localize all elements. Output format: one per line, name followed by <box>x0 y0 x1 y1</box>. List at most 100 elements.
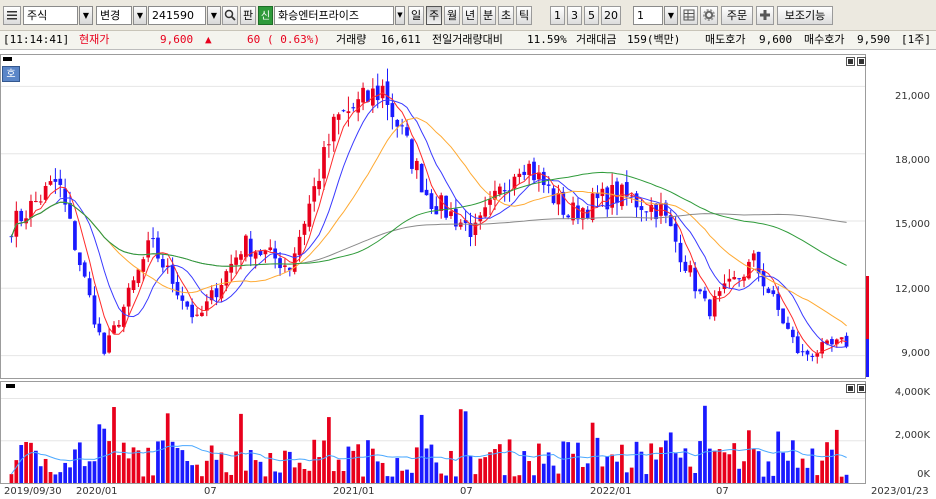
price-tick-label: 9,000 <box>901 348 930 359</box>
volume-bar <box>405 469 409 483</box>
order-button[interactable]: 주문 <box>721 6 753 25</box>
stock-name-field[interactable]: 화승엔터프라이즈 <box>274 6 394 25</box>
candle-body <box>610 184 614 208</box>
volume-bar <box>424 448 429 483</box>
volume-bar <box>737 468 741 483</box>
multiplier-button[interactable]: 20 <box>601 6 621 25</box>
stock-name-dropdown-arrow[interactable]: ▼ <box>395 6 405 25</box>
volume-bar <box>82 466 87 483</box>
aux-function-button[interactable]: 보조기능 <box>777 6 833 25</box>
volume-bar <box>683 448 688 483</box>
price-panel-close-icon[interactable] <box>857 57 866 66</box>
volume-bar <box>112 407 116 483</box>
candle-body <box>165 265 170 268</box>
multiplier-button[interactable]: 5 <box>584 6 599 25</box>
candle-body <box>102 332 107 354</box>
volume-bar <box>126 458 131 483</box>
volume-bar <box>483 457 488 483</box>
volume-bar <box>185 461 190 483</box>
volume-bar <box>537 443 541 483</box>
candle-body <box>146 240 151 258</box>
candle-body <box>361 87 365 103</box>
candle-body <box>703 290 707 299</box>
volume-bar <box>463 411 468 483</box>
volume-bar <box>659 447 663 483</box>
candle-body <box>385 81 390 105</box>
count-input[interactable]: 1 <box>633 6 663 25</box>
code-dropdown-arrow[interactable]: ▼ <box>207 6 221 25</box>
price-panel-menu-icon[interactable] <box>3 57 12 61</box>
add-button[interactable] <box>756 6 774 25</box>
plus-icon <box>760 10 770 20</box>
volume-bar <box>248 450 253 483</box>
candle-body <box>795 336 800 353</box>
moving-average-line <box>10 171 847 267</box>
candle-body <box>336 114 341 120</box>
volume-chart-panel[interactable] <box>0 381 866 484</box>
change-select[interactable]: 변경 <box>96 6 132 25</box>
period-button[interactable]: 주 <box>426 6 442 25</box>
candle-body <box>322 147 326 179</box>
volume-bar <box>727 454 732 483</box>
table-view-button[interactable] <box>680 6 698 25</box>
volume-bar <box>517 475 522 483</box>
volume-bar <box>48 472 53 483</box>
period-button[interactable]: 월 <box>444 6 460 25</box>
candle-body <box>458 222 463 227</box>
period-button[interactable]: 분 <box>480 6 496 25</box>
candle-body <box>224 271 229 286</box>
volume-panel-close-icon[interactable] <box>857 384 866 393</box>
stock-code-input[interactable]: 241590 <box>148 6 206 25</box>
count-dropdown-arrow[interactable]: ▼ <box>664 6 678 25</box>
change-dropdown-arrow[interactable]: ▼ <box>133 6 147 25</box>
volume-bar <box>610 454 614 483</box>
volume-value: 16,611 <box>381 33 421 46</box>
candle-body <box>468 222 473 237</box>
volume-bar <box>151 475 155 483</box>
search-button[interactable] <box>222 6 238 25</box>
price-chart-panel[interactable] <box>0 54 866 379</box>
candle-body <box>287 267 292 271</box>
market-select[interactable]: 주식 <box>23 6 78 25</box>
volume-bar <box>19 445 24 483</box>
multiplier-button[interactable]: 1 <box>550 6 565 25</box>
candle-body <box>375 85 380 101</box>
volume-bar <box>712 450 717 483</box>
volume-bar <box>707 448 712 483</box>
quote-badge[interactable]: 호 <box>2 66 20 82</box>
settings-button[interactable] <box>700 6 718 25</box>
market-dropdown-arrow[interactable]: ▼ <box>79 6 93 25</box>
volume-bar <box>678 457 683 483</box>
x-tick-label: 07 <box>716 486 729 497</box>
candle-body <box>463 220 468 223</box>
candle-body <box>776 293 781 310</box>
period-button[interactable]: 초 <box>498 6 514 25</box>
volume-panel-restore-icon[interactable] <box>846 384 855 393</box>
candle-body <box>117 324 121 327</box>
candle-body <box>751 253 756 261</box>
period-button[interactable]: 일 <box>408 6 424 25</box>
candle-body <box>825 340 829 344</box>
volume-bar <box>121 442 126 483</box>
multiplier-button[interactable]: 3 <box>567 6 582 25</box>
moving-average-line <box>10 117 847 327</box>
volume-panel-menu-icon[interactable] <box>6 384 15 388</box>
market-menu-button[interactable] <box>3 6 21 25</box>
volume-bar <box>703 405 707 483</box>
volume-bar <box>53 474 58 483</box>
trade-value-label: 거래대금 <box>576 33 617 46</box>
volume-bar <box>747 430 751 483</box>
volume-bar-chart[interactable] <box>1 382 865 483</box>
volume-bar <box>493 449 497 483</box>
candle-body <box>585 209 590 218</box>
board-button[interactable]: 판 <box>240 6 256 25</box>
volume-bar <box>522 451 527 483</box>
volume-bar <box>234 451 238 483</box>
volume-bar <box>541 463 546 483</box>
candle-body <box>175 281 180 296</box>
price-panel-restore-icon[interactable] <box>846 57 855 66</box>
period-button[interactable]: 틱 <box>516 6 532 25</box>
period-button[interactable]: 년 <box>462 6 478 25</box>
candlestick-chart[interactable] <box>1 55 865 378</box>
quote-time: [11:14:41] <box>3 33 70 46</box>
